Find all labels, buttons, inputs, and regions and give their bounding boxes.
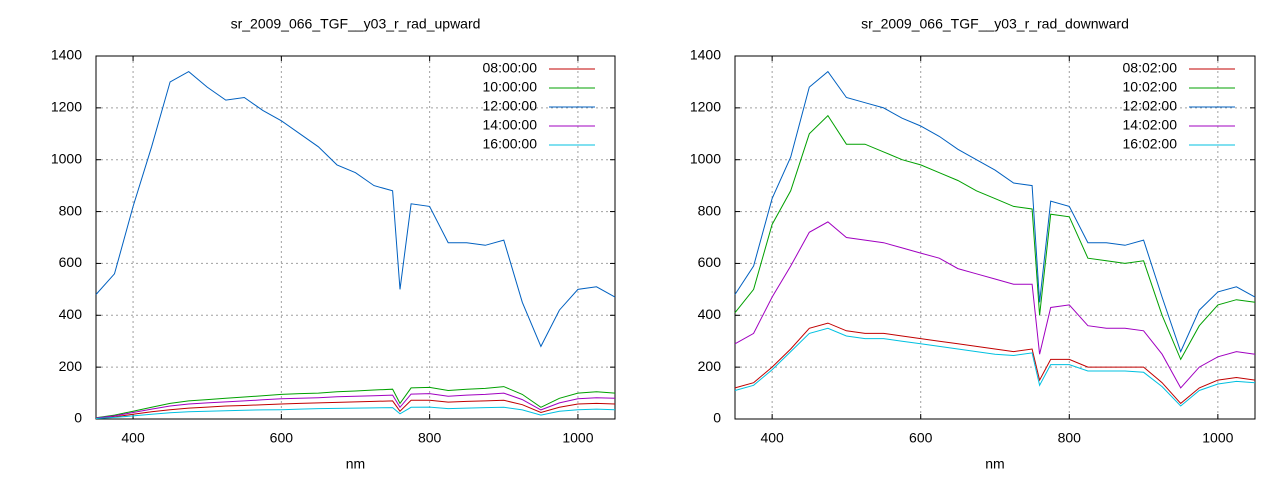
chart-title: sr_2009_066_TGF__y03_r_rad_upward [231, 16, 481, 32]
legend-label: 16:02:00 [1123, 136, 1178, 152]
x-tick-label: 1000 [1202, 430, 1233, 446]
y-tick-label: 600 [698, 254, 722, 270]
y-tick-label: 200 [59, 358, 83, 374]
x-tick-label: 600 [270, 430, 294, 446]
series-line [95, 399, 616, 419]
series-line [734, 221, 1256, 389]
x-tick-label: 400 [121, 430, 145, 446]
y-tick-label: 400 [698, 306, 722, 322]
legend-label: 08:02:00 [1123, 60, 1178, 76]
series-line [95, 392, 616, 419]
x-tick-label: 1000 [562, 430, 593, 446]
y-tick-label: 1200 [690, 99, 721, 115]
legend-label: 10:02:00 [1123, 79, 1178, 95]
legend-label: 08:00:00 [483, 60, 538, 76]
legend-label: 16:00:00 [483, 136, 538, 152]
y-tick-label: 800 [59, 202, 83, 218]
legend-label: 14:00:00 [483, 117, 538, 133]
y-tick-label: 0 [74, 410, 82, 426]
y-tick-label: 1200 [51, 99, 82, 115]
series-line [734, 327, 1256, 407]
y-tick-label: 1400 [690, 47, 721, 63]
x-axis-label: nm [985, 456, 1004, 472]
legend-label: 12:00:00 [483, 98, 538, 114]
y-tick-label: 1000 [690, 150, 721, 166]
x-tick-label: 800 [418, 430, 442, 446]
series-line [734, 114, 1256, 361]
y-tick-label: 200 [698, 358, 722, 374]
y-tick-label: 400 [59, 306, 83, 322]
series-line [734, 322, 1256, 405]
x-axis-label: nm [346, 456, 365, 472]
legend-label: 12:02:00 [1123, 98, 1178, 114]
x-tick-label: 600 [909, 430, 933, 446]
x-tick-label: 400 [760, 430, 784, 446]
series-line [95, 406, 616, 419]
plot-frame [734, 55, 1256, 420]
legend-label: 10:00:00 [483, 79, 538, 95]
x-tick-label: 800 [1058, 430, 1082, 446]
legend-label: 14:02:00 [1123, 117, 1178, 133]
y-tick-label: 1000 [51, 150, 82, 166]
y-tick-label: 0 [713, 410, 721, 426]
plot-frame [95, 55, 616, 420]
y-tick-label: 800 [698, 202, 722, 218]
chart-title: sr_2009_066_TGF__y03_r_rad_downward [861, 16, 1129, 32]
y-tick-label: 600 [59, 254, 83, 270]
series-line [734, 70, 1256, 353]
series-line [95, 386, 616, 419]
series-line [95, 70, 616, 348]
y-tick-label: 1400 [51, 47, 82, 63]
